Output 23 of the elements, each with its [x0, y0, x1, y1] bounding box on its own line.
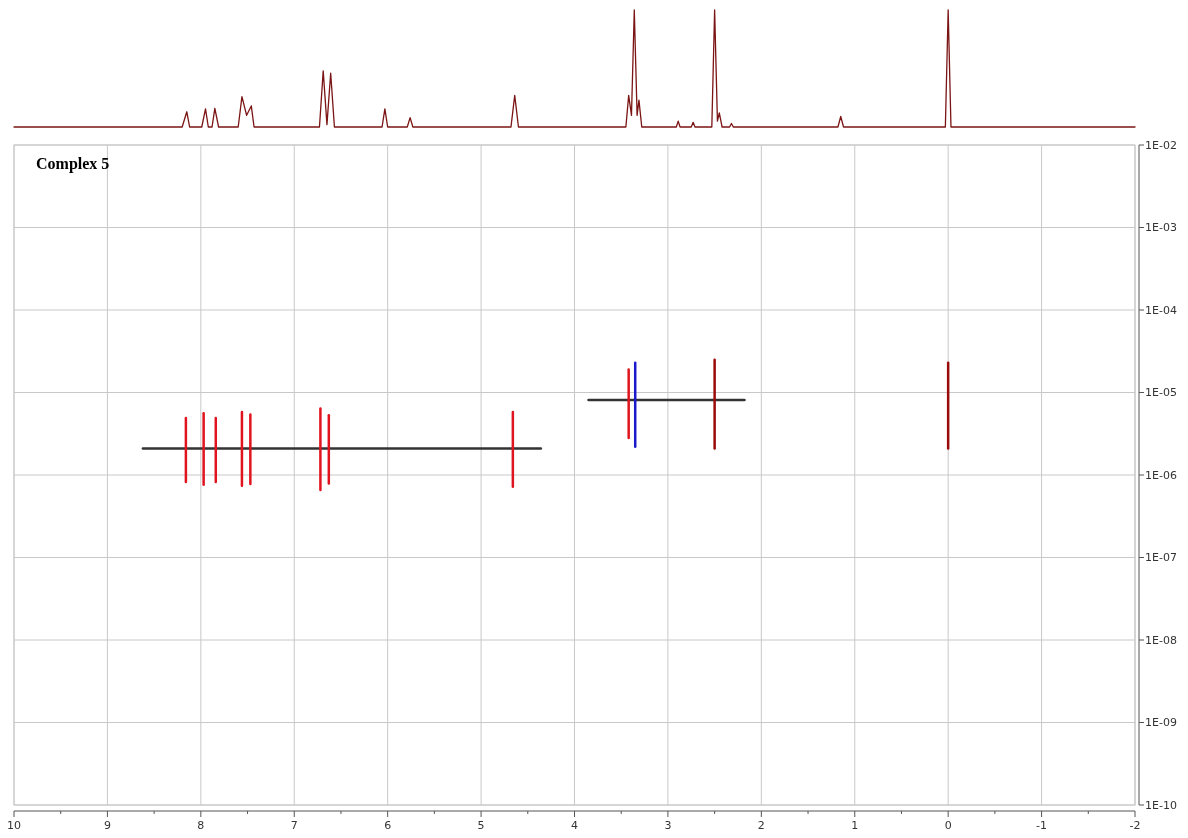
x-tick-label: 3 [664, 819, 672, 832]
x-tick-label: 2 [757, 819, 765, 832]
x-tick-label: 10 [7, 819, 21, 832]
y-tick-label: 1E-03 [1145, 221, 1177, 235]
y-tick-label: 1E-06 [1145, 468, 1177, 482]
y-tick-label: 1E-05 [1145, 386, 1177, 400]
x-tick-label: 5 [477, 819, 485, 832]
y-tick-label: 1E-08 [1145, 633, 1177, 647]
text: Complex 5 [36, 155, 110, 173]
y-tick-label: 1E-09 [1145, 716, 1177, 730]
x-tick-label: 9 [103, 819, 111, 832]
x-tick-label: 6 [384, 819, 392, 832]
x-tick-label: 8 [197, 819, 205, 832]
y-tick-label: 1E-02 [1145, 138, 1177, 152]
y-tick-label: 1E-10 [1145, 798, 1177, 812]
x-tick-label: 1 [851, 819, 859, 832]
y-tick-label: 1E-04 [1145, 303, 1177, 317]
x-tick-label: 0 [944, 819, 952, 832]
x-tick-label: 4 [571, 819, 578, 832]
x-tick-label: -2 [1129, 819, 1141, 832]
y-tick-label: 1E-07 [1145, 551, 1177, 565]
x-tick-label: 7 [290, 819, 298, 832]
x-tick-label: -1 [1036, 819, 1048, 832]
